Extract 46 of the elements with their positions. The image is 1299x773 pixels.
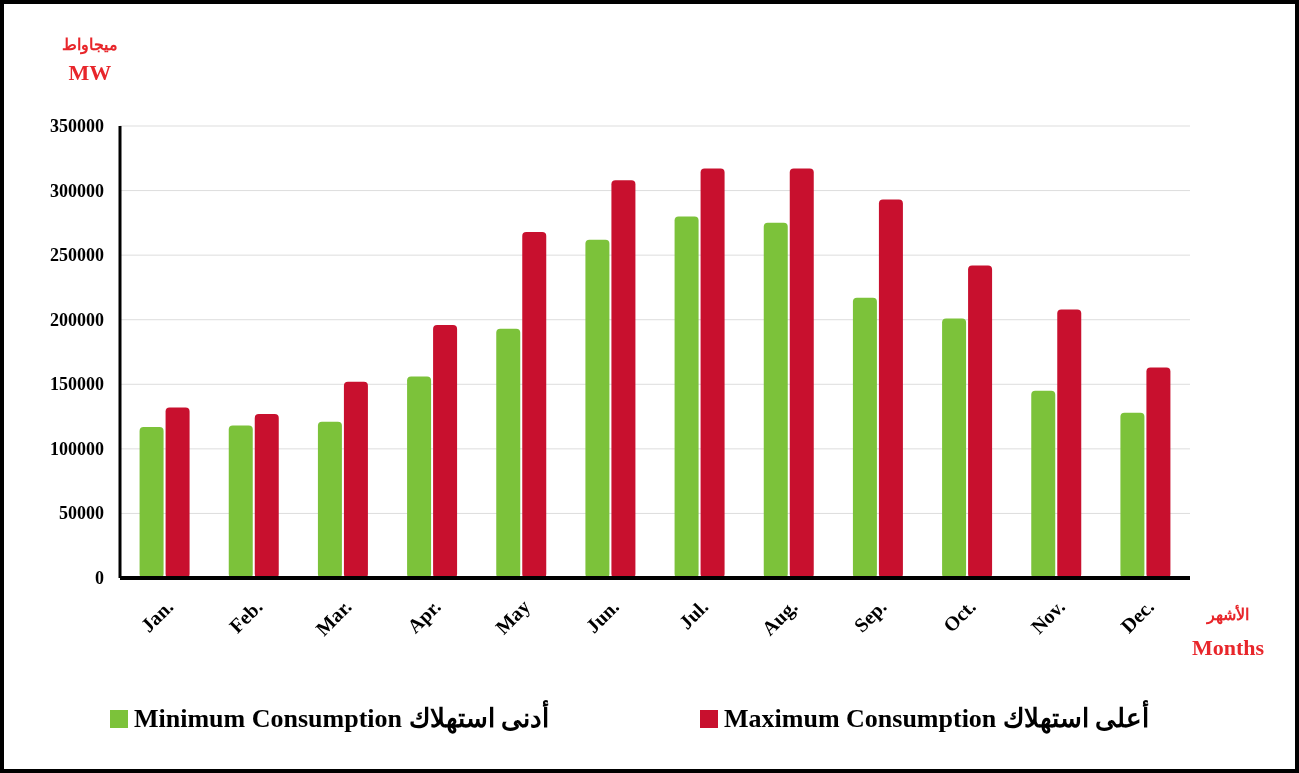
y-tick-label: 300000 bbox=[50, 180, 104, 201]
y-tick-label: 200000 bbox=[50, 309, 104, 330]
y-tick-label: 50000 bbox=[59, 503, 104, 524]
x-tick-label: Apr. bbox=[402, 595, 446, 639]
x-tick-label: Jul. bbox=[674, 595, 713, 634]
bar bbox=[343, 381, 368, 578]
bar bbox=[611, 180, 636, 578]
x-tick-label: May bbox=[491, 595, 535, 640]
bar bbox=[1057, 309, 1082, 578]
x-tick-label: Jan. bbox=[136, 595, 178, 637]
bar bbox=[1146, 367, 1171, 578]
bar bbox=[522, 231, 547, 578]
bar bbox=[433, 324, 458, 578]
legend-label: Minimum Consumption أدنى استهلاك bbox=[134, 700, 549, 734]
y-tick-label: 250000 bbox=[50, 245, 104, 266]
bar bbox=[942, 318, 967, 578]
bar bbox=[496, 328, 521, 578]
bar bbox=[165, 407, 190, 578]
bar bbox=[700, 168, 725, 578]
y-tick-label: 0 bbox=[95, 568, 104, 588]
bar bbox=[763, 222, 788, 578]
bar bbox=[407, 376, 432, 578]
bar bbox=[852, 297, 877, 578]
x-tick-label: Dec. bbox=[1116, 595, 1159, 638]
bar bbox=[1031, 390, 1056, 578]
x-tick-label: Jun. bbox=[581, 595, 624, 638]
x-tick-label: Nov. bbox=[1026, 595, 1070, 638]
x-tick-label: Feb. bbox=[224, 595, 267, 638]
bar bbox=[674, 216, 699, 578]
x-tick-label: Sep. bbox=[849, 595, 892, 638]
bar bbox=[317, 421, 342, 578]
bar bbox=[228, 425, 253, 578]
y-tick-label: 100000 bbox=[50, 438, 104, 459]
bar bbox=[968, 265, 993, 578]
legend-label: Maximum Consumption أعلى استهلاك bbox=[724, 700, 1150, 734]
bar bbox=[789, 168, 814, 578]
bar bbox=[878, 199, 903, 578]
bar bbox=[139, 426, 164, 578]
x-tick-label: Aug. bbox=[757, 595, 803, 641]
bar bbox=[585, 239, 610, 578]
x-tick-label: Mar. bbox=[311, 595, 356, 640]
x-tick-label: Oct. bbox=[938, 595, 980, 637]
bar bbox=[1120, 412, 1145, 578]
bar bbox=[254, 413, 279, 578]
y-tick-label: 350000 bbox=[50, 116, 104, 136]
y-tick-label: 150000 bbox=[50, 374, 104, 395]
